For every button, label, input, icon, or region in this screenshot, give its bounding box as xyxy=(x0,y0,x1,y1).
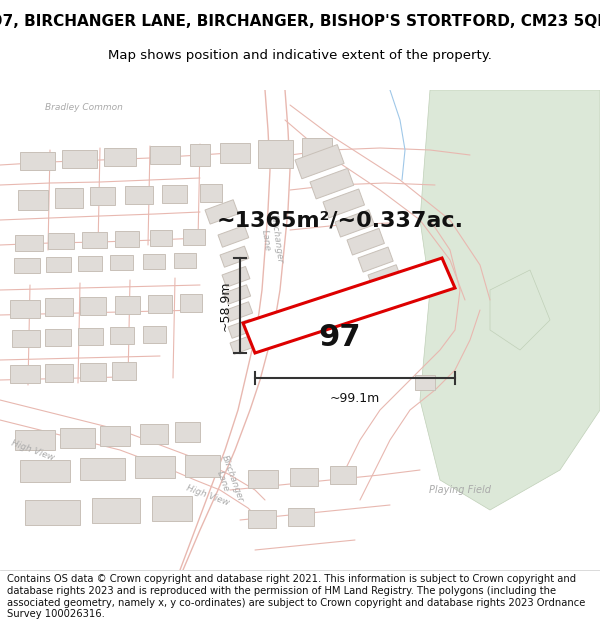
Text: ~99.1m: ~99.1m xyxy=(330,392,380,405)
Polygon shape xyxy=(220,143,250,163)
Polygon shape xyxy=(183,229,205,245)
Polygon shape xyxy=(80,458,125,480)
Text: ~1365m²/~0.337ac.: ~1365m²/~0.337ac. xyxy=(217,210,464,230)
Polygon shape xyxy=(377,281,408,304)
Polygon shape xyxy=(243,258,455,353)
Polygon shape xyxy=(20,152,55,170)
Polygon shape xyxy=(228,319,254,338)
Polygon shape xyxy=(230,335,256,354)
Polygon shape xyxy=(115,231,139,247)
Polygon shape xyxy=(10,365,40,383)
Polygon shape xyxy=(290,468,318,486)
Polygon shape xyxy=(248,470,278,488)
Polygon shape xyxy=(80,297,106,315)
Polygon shape xyxy=(205,200,238,224)
Polygon shape xyxy=(45,364,73,382)
Polygon shape xyxy=(335,209,374,237)
Polygon shape xyxy=(150,230,172,246)
Polygon shape xyxy=(20,460,70,482)
Polygon shape xyxy=(55,188,83,208)
Polygon shape xyxy=(78,256,102,271)
Polygon shape xyxy=(200,184,222,202)
Text: 97, BIRCHANGER LANE, BIRCHANGER, BISHOP'S STORTFORD, CM23 5QF: 97, BIRCHANGER LANE, BIRCHANGER, BISHOP'… xyxy=(0,14,600,29)
Polygon shape xyxy=(302,138,332,163)
Polygon shape xyxy=(115,296,140,314)
Polygon shape xyxy=(180,294,202,312)
Polygon shape xyxy=(148,295,172,313)
Polygon shape xyxy=(45,298,73,316)
Polygon shape xyxy=(415,375,435,390)
Polygon shape xyxy=(90,187,115,205)
Polygon shape xyxy=(358,247,393,272)
Polygon shape xyxy=(48,233,74,249)
Polygon shape xyxy=(226,302,253,321)
Polygon shape xyxy=(490,270,550,350)
Polygon shape xyxy=(248,510,276,528)
Polygon shape xyxy=(222,266,250,288)
Polygon shape xyxy=(140,424,168,444)
Polygon shape xyxy=(78,328,103,345)
Polygon shape xyxy=(62,150,97,168)
Text: High View: High View xyxy=(10,438,55,462)
Polygon shape xyxy=(224,285,251,304)
Text: Contains OS data © Crown copyright and database right 2021. This information is : Contains OS data © Crown copyright and d… xyxy=(7,574,586,619)
Polygon shape xyxy=(258,140,293,168)
Polygon shape xyxy=(110,327,134,344)
Polygon shape xyxy=(92,498,140,523)
Text: Birchanger
Lane: Birchanger Lane xyxy=(258,214,284,266)
Polygon shape xyxy=(220,246,249,268)
Polygon shape xyxy=(288,508,314,526)
Text: 97: 97 xyxy=(319,324,361,352)
Polygon shape xyxy=(347,228,385,255)
Polygon shape xyxy=(162,185,187,203)
Polygon shape xyxy=(80,363,106,381)
Polygon shape xyxy=(60,428,95,448)
Polygon shape xyxy=(125,186,153,204)
Polygon shape xyxy=(185,455,220,477)
Polygon shape xyxy=(112,362,136,380)
Polygon shape xyxy=(12,330,40,347)
Polygon shape xyxy=(143,326,166,343)
Polygon shape xyxy=(15,430,55,450)
Polygon shape xyxy=(143,254,165,269)
Polygon shape xyxy=(218,226,249,248)
Polygon shape xyxy=(310,168,354,199)
Polygon shape xyxy=(82,232,107,248)
Polygon shape xyxy=(150,146,180,164)
Polygon shape xyxy=(15,235,43,251)
Polygon shape xyxy=(110,255,133,270)
Text: High View: High View xyxy=(185,483,230,507)
Polygon shape xyxy=(104,148,136,166)
Polygon shape xyxy=(46,257,71,272)
Polygon shape xyxy=(10,300,40,318)
Polygon shape xyxy=(175,422,200,442)
Polygon shape xyxy=(152,496,192,521)
Polygon shape xyxy=(174,253,196,268)
Text: Birchanger
Lane: Birchanger Lane xyxy=(211,454,245,506)
Text: Map shows position and indicative extent of the property.: Map shows position and indicative extent… xyxy=(108,49,492,62)
Polygon shape xyxy=(100,426,130,446)
Text: Playing Field: Playing Field xyxy=(429,485,491,495)
Polygon shape xyxy=(25,500,80,525)
Polygon shape xyxy=(45,329,71,346)
Polygon shape xyxy=(190,144,210,166)
Polygon shape xyxy=(295,144,344,179)
Polygon shape xyxy=(18,190,48,210)
Polygon shape xyxy=(420,90,600,510)
Polygon shape xyxy=(135,456,175,478)
Polygon shape xyxy=(14,258,40,273)
Polygon shape xyxy=(323,189,365,218)
Text: ~58.9m: ~58.9m xyxy=(219,280,232,331)
Polygon shape xyxy=(330,466,356,484)
Text: Bradley Common: Bradley Common xyxy=(45,104,123,112)
Polygon shape xyxy=(368,265,401,289)
